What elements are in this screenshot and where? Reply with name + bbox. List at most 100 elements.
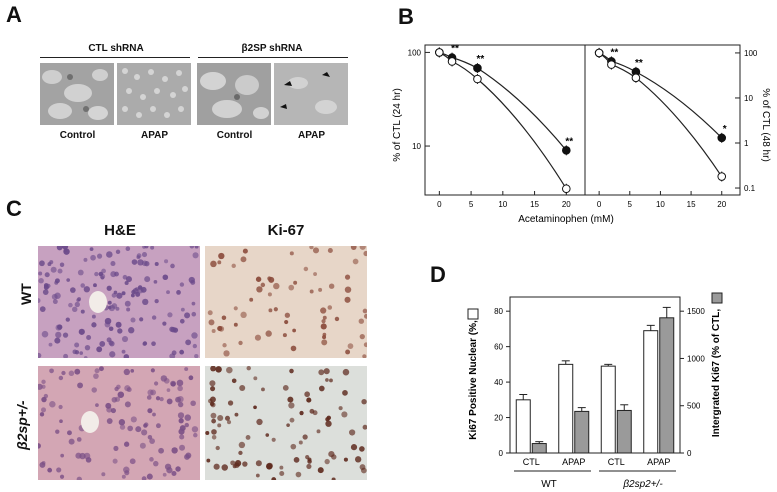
d-ytick-right-label: 1000 xyxy=(687,354,705,363)
b-xtick-label: 5 xyxy=(628,200,633,209)
nucleus-dot xyxy=(137,287,144,294)
nucleus-dot xyxy=(268,308,273,313)
b-significance: * xyxy=(723,124,727,135)
nucleus-dot xyxy=(77,382,83,389)
nucleus-dot xyxy=(205,431,210,436)
nucleus-dot xyxy=(38,383,43,390)
nucleus-dot xyxy=(162,321,167,326)
nucleus-dot xyxy=(101,472,106,477)
nucleus-dot xyxy=(86,335,92,340)
nucleus-dot xyxy=(127,425,134,432)
nucleus-dot xyxy=(329,378,333,383)
nucleus-dot xyxy=(184,367,189,372)
nucleus-dot xyxy=(104,321,111,328)
row-label-wt: WT xyxy=(18,283,34,305)
nucleus-dot xyxy=(126,307,131,312)
nucleus-dot xyxy=(93,283,97,288)
group-label-ctl-shrna: CTL shRNA xyxy=(88,43,144,54)
nucleus-dot xyxy=(130,317,136,323)
nucleus-dot xyxy=(177,401,184,408)
nucleus-dot xyxy=(59,262,65,267)
nucleus-dot xyxy=(96,346,103,353)
nucleus-dot xyxy=(111,303,118,309)
d-ytick-left-label: 60 xyxy=(494,343,503,352)
nucleus-dot xyxy=(221,464,228,471)
nucleus-dot xyxy=(210,260,217,268)
nucleus-dot xyxy=(211,434,217,440)
b-xtick-label: 5 xyxy=(469,200,474,209)
nucleus-dot xyxy=(331,477,336,480)
b-point xyxy=(717,172,727,181)
nucleus-dot xyxy=(153,279,158,284)
b-ytick-right-label: 1 xyxy=(744,139,749,148)
d-bar xyxy=(531,443,547,454)
nucleus-dot xyxy=(362,424,367,430)
nucleus-dot xyxy=(254,334,262,341)
nucleus-dot xyxy=(66,278,71,282)
nucleus-dot xyxy=(292,328,297,333)
nucleus-dot xyxy=(124,300,131,307)
nucleus-dot xyxy=(41,384,46,389)
nucleus-dot xyxy=(150,389,157,396)
nucleus-dot xyxy=(230,460,236,466)
nucleus-dot xyxy=(144,246,149,249)
nucleus-dot xyxy=(67,430,72,436)
nucleus-dot xyxy=(338,406,343,411)
nucleus-dot xyxy=(359,246,366,250)
nucleus-dot xyxy=(109,351,116,358)
b-ytick-right-label: 0.1 xyxy=(744,184,756,193)
nucleus-dot xyxy=(139,317,144,322)
nucleus-dot xyxy=(246,366,251,371)
nucleus-dot xyxy=(288,402,295,409)
d-legend-open-box xyxy=(467,308,479,320)
b-significance: ** xyxy=(635,58,643,69)
nucleus-dot xyxy=(116,292,123,299)
nucleus-dot xyxy=(363,313,367,319)
nucleus-dot xyxy=(299,410,304,416)
nucleus-dot xyxy=(151,341,156,347)
nucleus-dot xyxy=(253,405,257,410)
d-ytick-right-label: 500 xyxy=(687,402,701,411)
nucleus-dot xyxy=(135,426,142,433)
nucleus-dot xyxy=(129,458,136,465)
nucleus-dot xyxy=(184,312,191,319)
nucleus-dot xyxy=(279,470,285,476)
nucleus-dot xyxy=(147,408,153,414)
nucleus-dot xyxy=(215,366,222,373)
b-point xyxy=(435,48,444,57)
nucleus-dot xyxy=(179,318,185,324)
nucleus-dot xyxy=(267,276,272,281)
nucleus-dot xyxy=(238,450,243,456)
nucleus-dot xyxy=(41,379,46,385)
nucleus-dot xyxy=(74,301,80,308)
nucleus-dot xyxy=(121,474,126,479)
d-ylabel-right: Intergrated Ki67 (% of CTL, xyxy=(711,309,722,438)
nucleus-dot xyxy=(222,343,227,348)
nucleus-dot xyxy=(215,445,220,451)
nucleus-dot xyxy=(119,424,126,430)
nucleus-dot xyxy=(110,408,116,414)
nucleus-dot xyxy=(210,412,217,419)
nucleus-dot xyxy=(49,400,56,408)
panel-d-chart: 0 20 40 60 80 0 500 1000 1500 CTL APAP CTL APAP Ki67… xyxy=(467,292,723,490)
nucleus-dot xyxy=(38,352,42,358)
d-bar xyxy=(515,399,531,454)
nucleus-dot xyxy=(90,254,96,261)
nucleus-dot xyxy=(286,423,290,427)
panel-letter-a: A xyxy=(6,2,22,27)
nucleus-dot xyxy=(178,418,184,424)
nucleus-dot xyxy=(112,458,118,464)
nucleus-dot xyxy=(303,266,309,272)
nucleus-dot xyxy=(194,246,199,249)
nucleus-dot xyxy=(323,368,330,375)
nucleus-dot xyxy=(191,332,198,339)
b-point xyxy=(607,60,616,69)
nucleus-dot xyxy=(350,444,358,451)
nucleus-dot xyxy=(273,282,280,290)
nucleus-dot xyxy=(115,249,121,255)
nucleus-dot xyxy=(54,278,60,284)
nucleus-dot xyxy=(231,378,237,384)
nucleus-dot xyxy=(41,396,47,403)
nucleus-dot xyxy=(267,292,272,297)
nucleus-dot xyxy=(238,340,243,346)
